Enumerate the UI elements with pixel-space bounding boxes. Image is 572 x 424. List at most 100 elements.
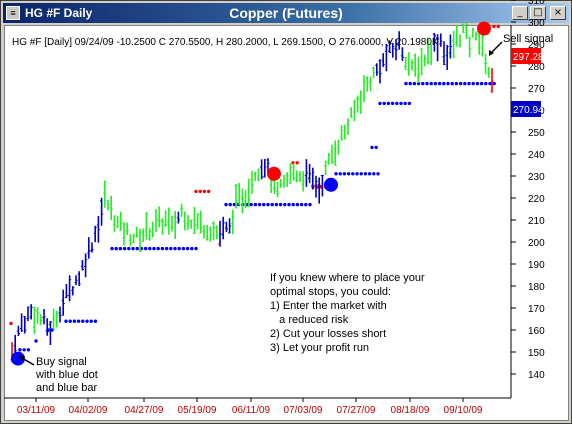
y-tick-label: 160 — [528, 326, 545, 337]
stop-dot — [287, 202, 291, 207]
stop-dot — [437, 81, 442, 86]
stop-dot — [253, 202, 258, 207]
x-tick-label: 09/10/09 — [444, 405, 483, 416]
stop-dot — [463, 81, 467, 86]
buy-signal-dot — [11, 351, 25, 366]
stop-dot — [194, 246, 198, 251]
y-tick-label: 250 — [528, 128, 545, 139]
x-tick-label: 03/11/09 — [17, 405, 56, 416]
upper-price-label: 297.285 — [513, 52, 550, 63]
stop-dot — [274, 202, 279, 207]
stop-dot — [266, 202, 270, 207]
stop-dot — [467, 81, 471, 86]
note-line-6: 3) Let your profit run — [270, 342, 369, 354]
stop-dot — [89, 319, 93, 323]
x-axis: 03/11/09 04/02/09 04/27/09 05/19/09 06/11/09… — [17, 398, 483, 416]
stop-dot — [295, 161, 299, 165]
buy-arrow-head — [19, 356, 25, 361]
stop-dot — [359, 172, 363, 176]
stop-dot — [425, 81, 429, 86]
stop-dot — [93, 319, 98, 323]
stop-dot — [355, 172, 359, 176]
stop-dot — [351, 172, 355, 176]
stop-dot — [295, 202, 300, 207]
stop-dot — [446, 81, 450, 86]
stop-dot — [404, 81, 408, 86]
buy-arrow — [21, 357, 35, 366]
stop-dot — [202, 189, 207, 194]
stop-dot — [206, 189, 211, 194]
stop-dot — [68, 319, 72, 323]
minimize-button[interactable]: _ — [512, 6, 528, 20]
stop-dot — [262, 202, 266, 207]
stop-dot — [367, 172, 372, 176]
stop-dot — [228, 202, 232, 207]
stop-dot — [85, 319, 89, 323]
close-button[interactable]: × — [550, 6, 566, 20]
note-line-3: 1) Enter the market with — [270, 300, 387, 312]
sell-arrow — [490, 41, 503, 54]
y-tick-label: 180 — [528, 282, 545, 293]
y-tick-label: 270 — [528, 84, 545, 95]
y-tick-label: 220 — [528, 194, 545, 205]
stop-dot — [346, 172, 351, 176]
buy-signal-label-1: Buy signal — [36, 356, 87, 368]
stop-dot — [81, 319, 85, 323]
stop-dot — [376, 172, 380, 176]
stop-dot — [26, 348, 31, 352]
stop-dot — [342, 172, 347, 176]
stop-dot — [492, 81, 496, 86]
stop-dot — [257, 202, 262, 207]
x-tick-label: 04/27/09 — [125, 405, 164, 416]
stop-dot — [278, 202, 283, 207]
title-bar[interactable]: ≡ HG #F Daily Copper (Futures) _ □ × — [3, 3, 569, 23]
stop-dot — [156, 246, 160, 251]
stop-dot — [492, 24, 496, 29]
stop-dot — [386, 101, 391, 106]
stop-dot — [22, 348, 26, 352]
note-line-5: 2) Cut your losses short — [270, 328, 386, 340]
stop-dot — [442, 81, 446, 86]
stop-dot — [198, 189, 202, 194]
maximize-button[interactable]: □ — [530, 6, 546, 20]
stop-dot — [148, 246, 152, 251]
y-tick-label: 280 — [528, 62, 545, 73]
stop-dot — [484, 81, 488, 86]
stop-dot — [374, 145, 378, 150]
stop-dot — [152, 246, 156, 251]
stop-dot — [308, 202, 312, 207]
ohlc-info-line: HG #F [Daily] 09/24/09 -10.2500 C 270.55… — [12, 37, 439, 48]
y-tick-label: 150 — [528, 348, 545, 359]
y-tick-label: 200 — [528, 238, 545, 249]
stop-dot — [173, 246, 177, 251]
y-tick-label: 140 — [528, 370, 545, 381]
stop-dot — [395, 101, 399, 106]
stop-dot — [249, 202, 253, 207]
sell-arrow-head — [489, 50, 494, 56]
note-line-4: a reduced risk — [270, 314, 349, 326]
stop-dot — [429, 81, 433, 86]
stop-dot — [291, 202, 295, 207]
x-tick-label: 05/19/09 — [178, 405, 217, 416]
stop-dot — [475, 81, 480, 86]
chart-app-icon[interactable]: ≡ — [6, 6, 20, 20]
stop-dot — [131, 246, 135, 251]
x-tick-label: 08/18/09 — [391, 405, 430, 416]
y-tick-label: 310 — [528, 0, 545, 7]
current-price-tag: 270.943 — [511, 101, 550, 117]
stop-dot — [479, 81, 484, 86]
stop-dot — [382, 101, 386, 106]
stop-dot — [114, 246, 118, 251]
note-line-2: optimal stops, you could: — [270, 286, 391, 298]
stop-dot — [454, 81, 459, 86]
stop-dot — [372, 172, 376, 176]
stop-dot — [334, 172, 338, 176]
stop-dot — [72, 319, 77, 323]
y-tick-label: 240 — [528, 150, 545, 161]
stop-dot — [169, 246, 173, 251]
stop-dots — [9, 24, 500, 352]
y-tick-label: 230 — [528, 172, 545, 183]
stop-dot — [471, 81, 475, 86]
stop-dot — [390, 101, 395, 106]
